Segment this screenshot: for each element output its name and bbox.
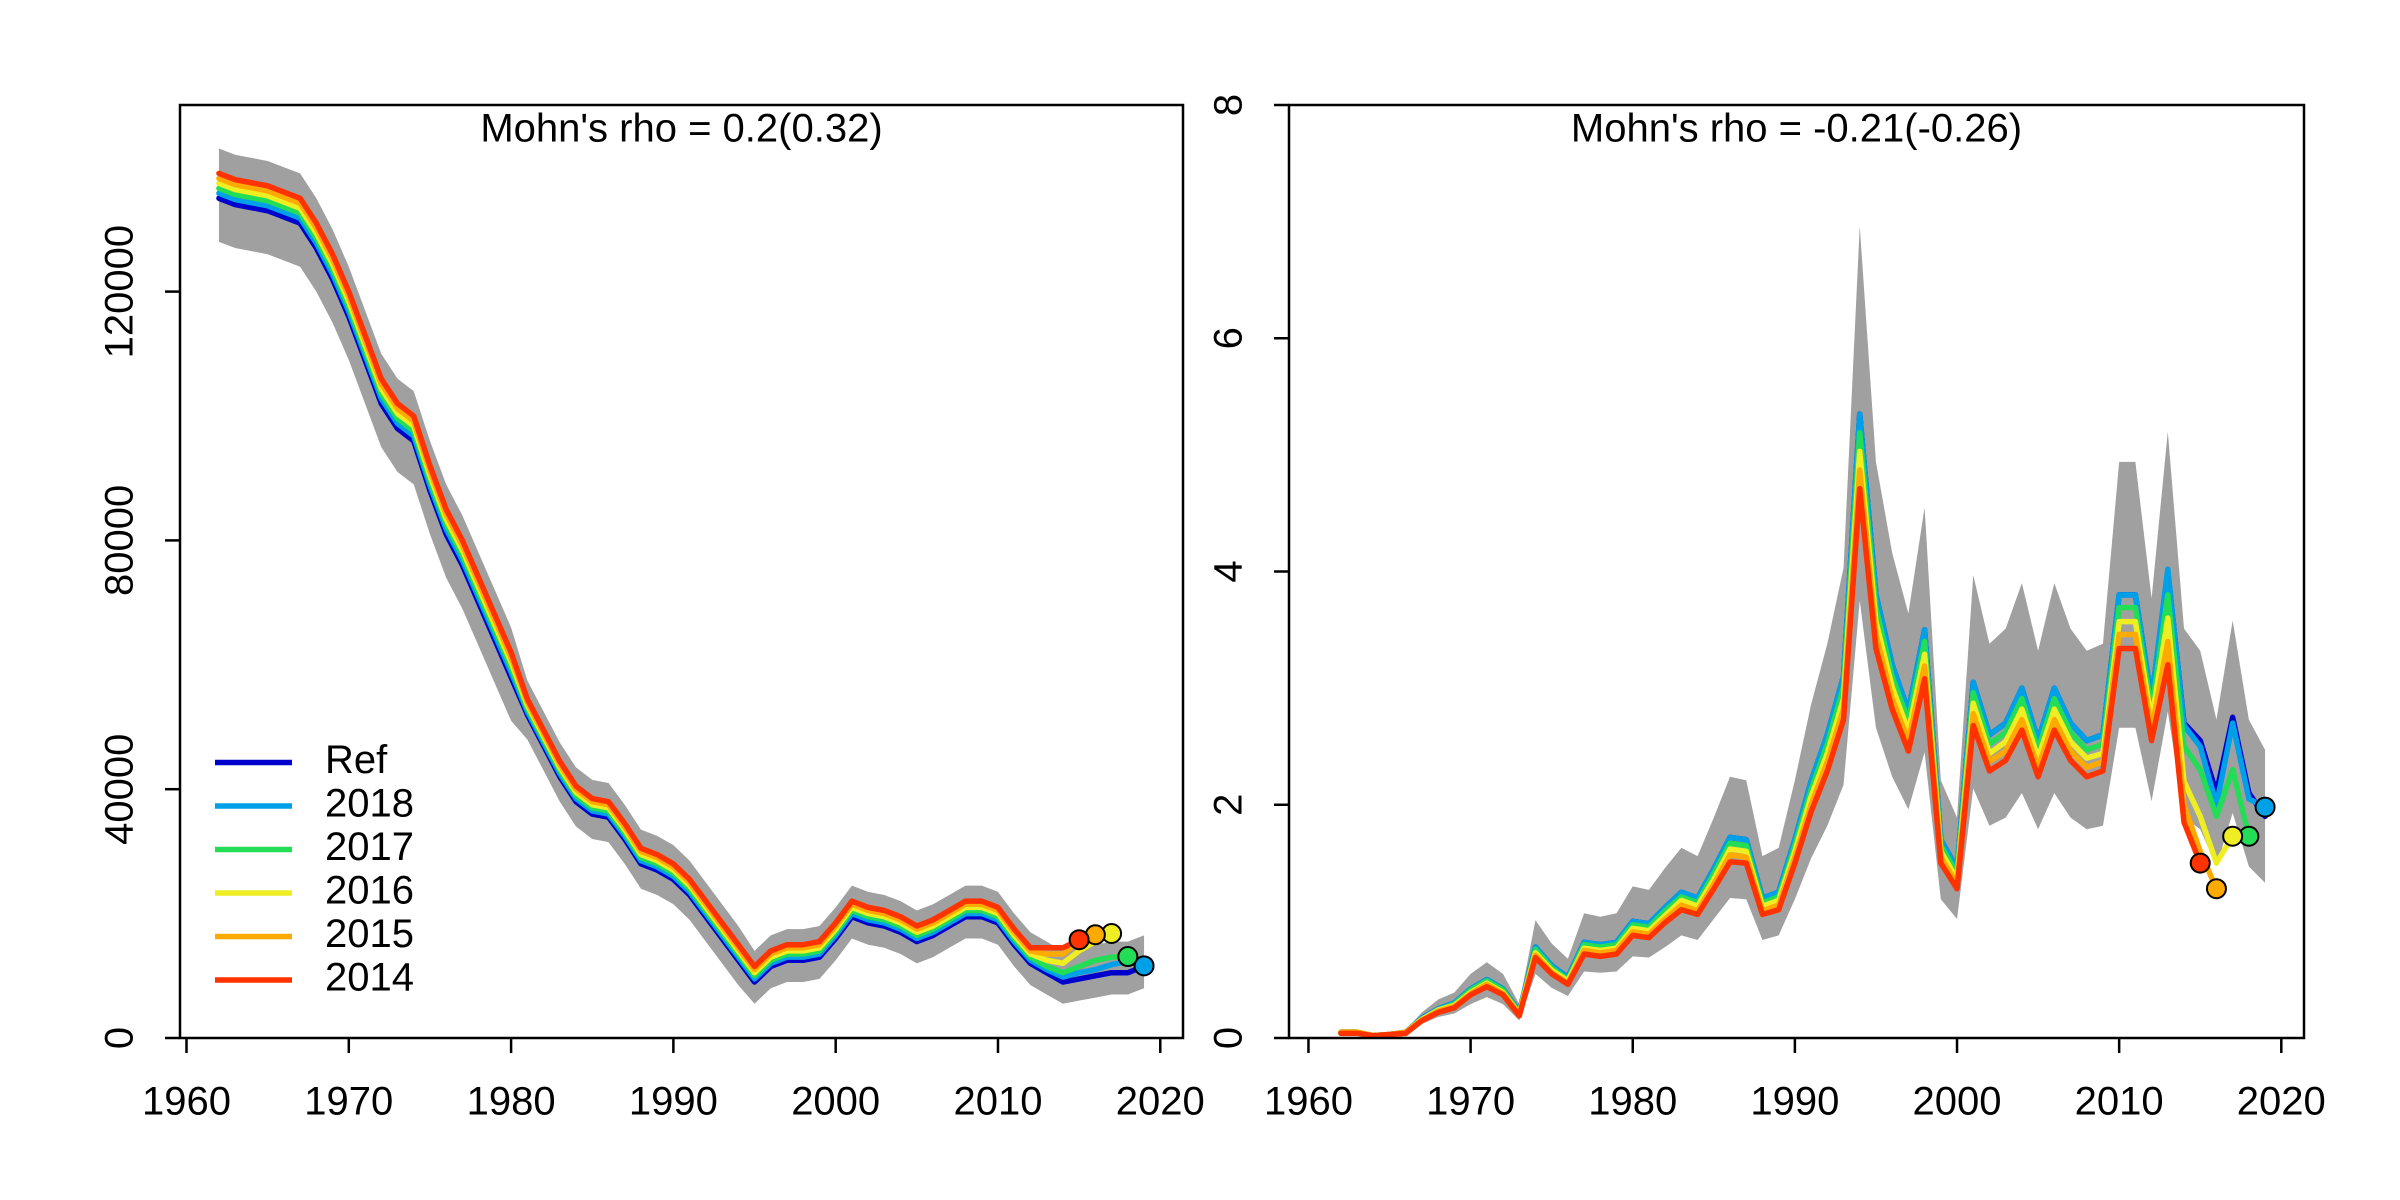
legend-label: 2014	[325, 956, 414, 1000]
y-tick-label: 4	[1207, 560, 1251, 582]
terminal-point	[1117, 946, 1139, 968]
legend-label: 2016	[325, 869, 414, 913]
panel: Mohn's rho = 0.2(0.32) 1960 1970 1980 1990 20…	[98, 103, 1205, 1124]
terminal-point	[2205, 878, 2227, 900]
y-tick-label: 120000	[98, 225, 142, 358]
x-tick-label: 2000	[791, 1080, 880, 1124]
confidence-band	[1340, 226, 2266, 1037]
legend-label: 2015	[325, 912, 414, 956]
series-line	[216, 170, 1082, 970]
x-tick-label: 1990	[629, 1080, 718, 1124]
legend-label: 2017	[325, 825, 414, 869]
y-tick-label: 80000	[98, 485, 142, 596]
y-tick-label: 40000	[98, 734, 142, 845]
terminal-point	[2222, 825, 2244, 847]
x-tick-label: 2020	[1116, 1080, 1205, 1124]
y-tick-label: 0	[98, 1027, 142, 1049]
legend-label: Ref	[325, 738, 388, 782]
series-line	[1338, 485, 2203, 1039]
plot-frame	[178, 103, 1185, 1040]
terminal-point	[2254, 796, 2276, 818]
y-tick-label: 8	[1207, 94, 1251, 116]
legend-label: 2018	[325, 782, 414, 826]
x-tick-label: 2010	[953, 1080, 1042, 1124]
y-tick-label: 2	[1207, 794, 1251, 816]
y-tick-label: 6	[1207, 327, 1251, 349]
x-tick-label: 1980	[467, 1080, 556, 1124]
panel-title: Mohn's rho = -0.21(-0.26)	[1571, 107, 2022, 151]
x-tick-label: 1970	[304, 1080, 393, 1124]
terminal-point	[1068, 929, 1090, 951]
x-tick-label: 1960	[142, 1080, 231, 1124]
x-tick-label: 2010	[2075, 1080, 2164, 1124]
terminal-point	[2189, 852, 2211, 874]
x-tick-label: 1980	[1588, 1080, 1677, 1124]
x-tick-label: 1960	[1264, 1080, 1353, 1124]
x-tick-label: 2020	[2237, 1080, 2326, 1124]
x-tick-label: 2000	[1913, 1080, 2002, 1124]
y-tick-label: 0	[1207, 1027, 1251, 1049]
panel: Mohn's rho = -0.21(-0.26) 1960 1970 1980 199…	[1207, 94, 2326, 1124]
panel-title: Mohn's rho = 0.2(0.32)	[480, 107, 882, 151]
x-tick-label: 1990	[1750, 1080, 1839, 1124]
x-tick-label: 1970	[1426, 1080, 1515, 1124]
terminal-point	[1133, 955, 1155, 977]
